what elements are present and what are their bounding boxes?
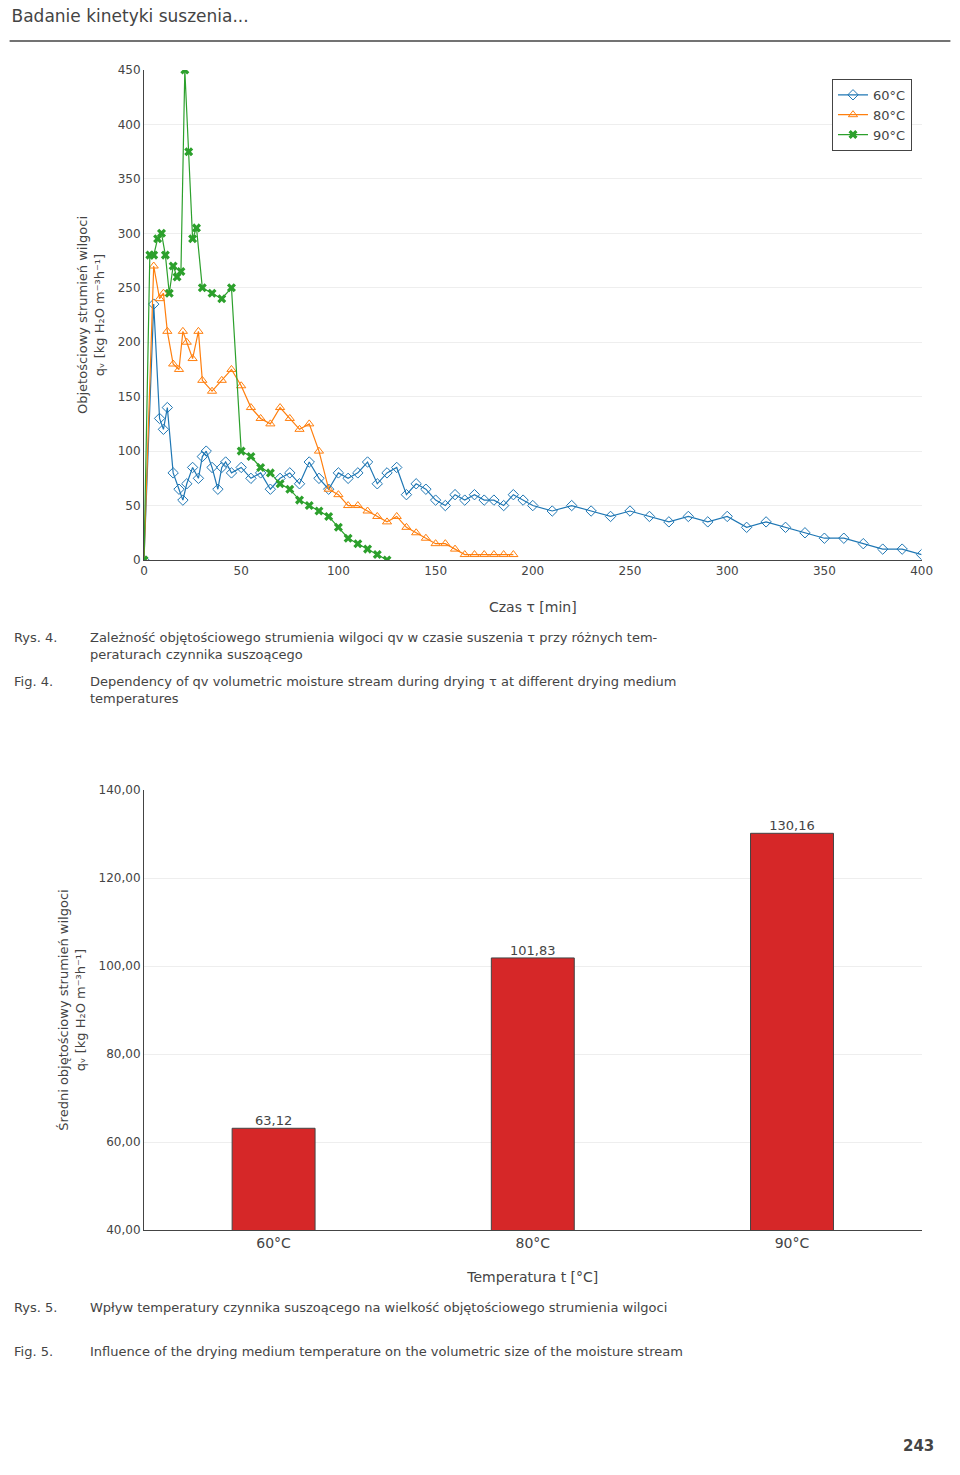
svg-text:350: 350 — [813, 564, 836, 578]
svg-text:150: 150 — [118, 390, 141, 404]
svg-text:300: 300 — [118, 227, 141, 241]
svg-text:0: 0 — [133, 553, 141, 567]
svg-text:350: 350 — [118, 172, 141, 186]
svg-text:250: 250 — [118, 281, 141, 295]
svg-text:Dependency of qv volumetric mo: Dependency of qv volumetric moisture str… — [90, 674, 676, 706]
svg-text:80,00: 80,00 — [106, 1047, 140, 1061]
svg-text:0: 0 — [140, 564, 148, 578]
svg-text:120,00: 120,00 — [99, 871, 141, 885]
svg-text:Badanie kinetyki suszenia...: Badanie kinetyki suszenia... — [12, 6, 249, 26]
svg-text:90°C: 90°C — [775, 1235, 810, 1251]
svg-text:100: 100 — [327, 564, 350, 578]
svg-text:Czas τ [min]: Czas τ [min] — [489, 599, 577, 615]
svg-text:63,12: 63,12 — [255, 1113, 292, 1128]
svg-text:80°C: 80°C — [516, 1235, 551, 1251]
svg-text:101,83: 101,83 — [510, 943, 556, 958]
svg-text:400: 400 — [910, 564, 933, 578]
svg-text:Rys. 4.: Rys. 4. — [14, 630, 57, 645]
svg-text:90°C: 90°C — [873, 128, 905, 143]
svg-text:Rys. 5.: Rys. 5. — [14, 1300, 57, 1315]
svg-text:60,00: 60,00 — [106, 1135, 140, 1149]
svg-text:60°C: 60°C — [256, 1235, 291, 1251]
svg-text:Objetościowy strumień wilgociq: Objetościowy strumień wilgociqᵥ [kg H₂O … — [75, 216, 107, 414]
svg-text:200: 200 — [521, 564, 544, 578]
svg-text:Zależność objętościowego strum: Zależność objętościowego strumienia wilg… — [90, 630, 658, 662]
svg-text:50: 50 — [125, 499, 140, 513]
svg-text:Wpływ temperatury czynnika sus: Wpływ temperatury czynnika suszoącego na… — [90, 1300, 667, 1315]
svg-text:130,16: 130,16 — [769, 818, 815, 833]
svg-text:250: 250 — [619, 564, 642, 578]
svg-text:50: 50 — [234, 564, 249, 578]
svg-text:Fig. 4.: Fig. 4. — [14, 674, 53, 689]
svg-text:243: 243 — [903, 1437, 934, 1455]
svg-text:Influence of the drying medium: Influence of the drying medium temperatu… — [90, 1344, 683, 1359]
svg-text:60°C: 60°C — [873, 88, 905, 103]
svg-text:100,00: 100,00 — [99, 959, 141, 973]
svg-text:Średni objętościowy strumień w: Średni objętościowy strumień wilgociqᵥ [… — [56, 889, 88, 1130]
svg-text:300: 300 — [716, 564, 739, 578]
svg-text:100: 100 — [118, 444, 141, 458]
svg-text:200: 200 — [118, 335, 141, 349]
svg-text:140,00: 140,00 — [99, 783, 141, 797]
svg-text:40,00: 40,00 — [106, 1223, 140, 1237]
svg-text:Fig. 5.: Fig. 5. — [14, 1344, 53, 1359]
svg-text:80°C: 80°C — [873, 108, 905, 123]
svg-text:450: 450 — [118, 63, 141, 77]
svg-text:150: 150 — [424, 564, 447, 578]
svg-text:Temperatura t [°C]: Temperatura t [°C] — [466, 1269, 598, 1285]
svg-text:400: 400 — [118, 118, 141, 132]
